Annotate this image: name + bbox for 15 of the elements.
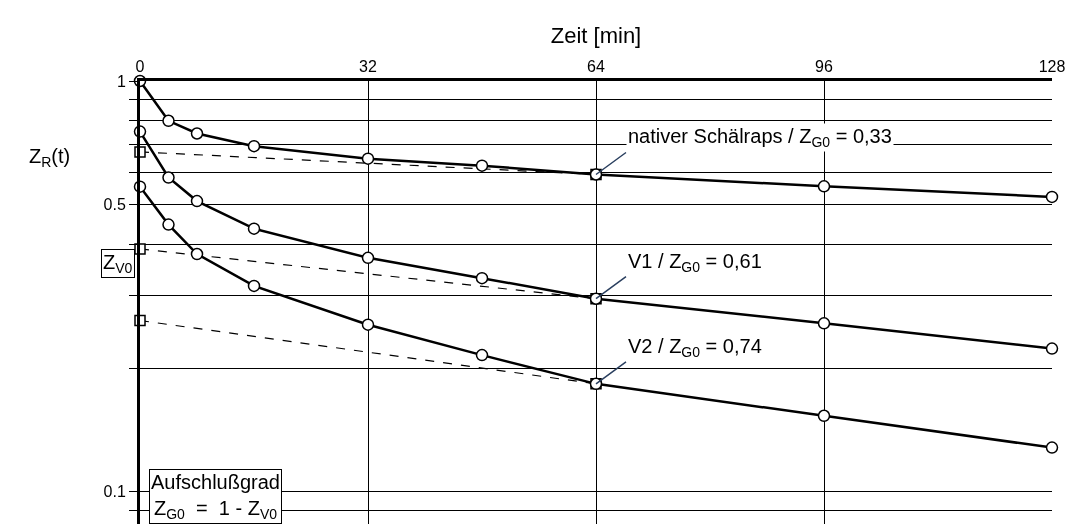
- text: Z$_{V0}$: [103, 251, 133, 277]
- x-tick-label: 32: [359, 57, 377, 75]
- series-label: V2 / Z$_{G0}$ = 0,74: [628, 335, 762, 361]
- series-label: V1 / Z$_{G0}$ = 0,61: [628, 250, 762, 276]
- series-label: nativer Schälraps / Z$_{G0}$ = 0,33: [628, 125, 892, 151]
- y-tick-label: 0.1: [103, 483, 126, 501]
- y-tick-label: 0.5: [103, 196, 126, 214]
- x-tick-label: 128: [1038, 57, 1066, 75]
- x-tick-label: 64: [587, 57, 605, 75]
- x-tick-label: 96: [815, 57, 833, 75]
- x-tick-label: 0: [135, 57, 145, 75]
- y-axis-title: Z$_{R}$(t): [29, 145, 71, 171]
- y-tick-label: 1: [116, 72, 126, 90]
- x-axis-title: Zeit [min]: [550, 23, 642, 49]
- annotation: Aufschlußgrad Z$_{G0}$ = 1 - Z$_{V0}$: [151, 471, 280, 523]
